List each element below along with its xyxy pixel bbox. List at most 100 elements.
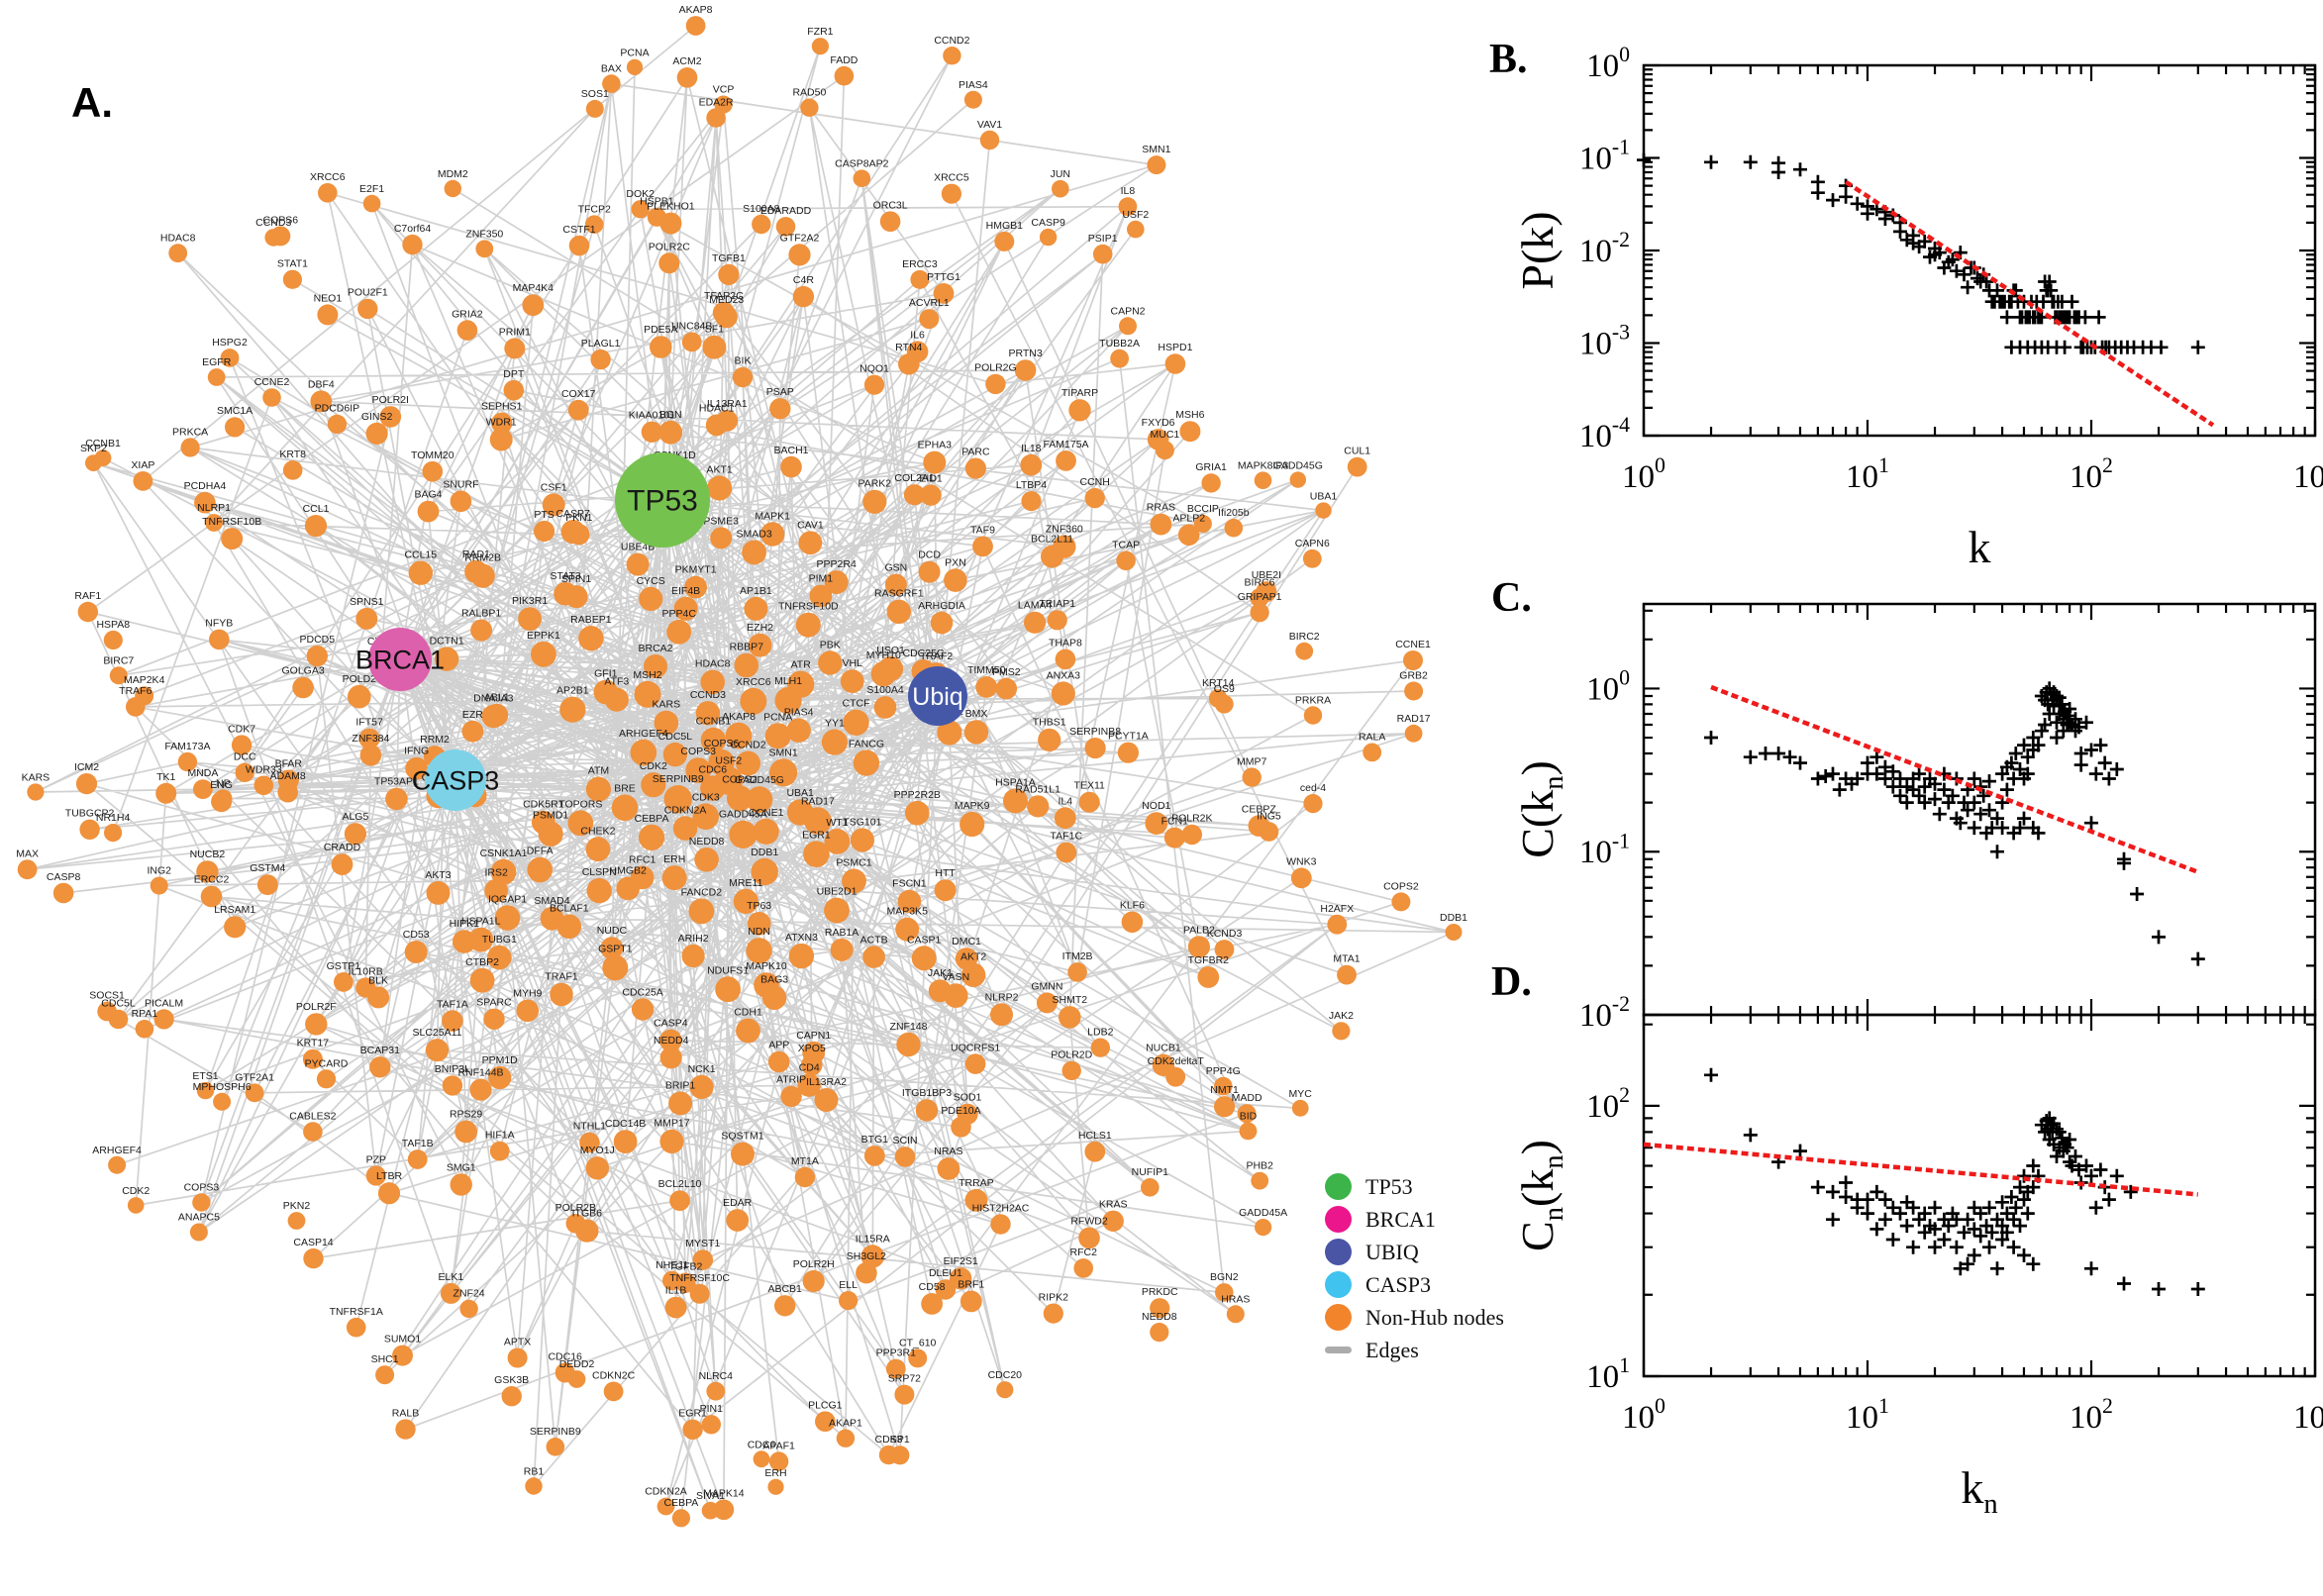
network-node-label: SQSTM1 bbox=[721, 1131, 763, 1143]
network-node bbox=[546, 1438, 565, 1456]
network-node-label: CTCF bbox=[843, 698, 870, 710]
network-node-label: SERPINB8 bbox=[1069, 726, 1121, 738]
network-node-label: TGFB1 bbox=[712, 252, 746, 264]
network-node bbox=[684, 575, 707, 599]
network-node-label: PLEKHO1 bbox=[647, 201, 695, 213]
network-node bbox=[631, 200, 650, 219]
network-node bbox=[453, 930, 476, 953]
network-node bbox=[103, 630, 123, 650]
network-node-label: BMX bbox=[965, 708, 988, 720]
network-node bbox=[774, 1295, 796, 1317]
network-node bbox=[985, 373, 1006, 395]
network-node-label: MT1A bbox=[791, 1155, 819, 1167]
network-node-label: HRAS bbox=[1221, 1293, 1250, 1305]
network-node-label: TAF9 bbox=[970, 525, 995, 537]
network-node bbox=[205, 514, 224, 532]
network-node bbox=[631, 998, 655, 1021]
network-node-label: ATF3 bbox=[604, 676, 629, 688]
network-node-label: STAT3 bbox=[551, 570, 581, 582]
network-node-label: CASP9 bbox=[1031, 217, 1065, 229]
network-node-label: ERH bbox=[663, 853, 685, 865]
network-node bbox=[919, 309, 940, 330]
network-node-label: GTF2A2 bbox=[780, 232, 820, 244]
network-node-label: SH3GL2 bbox=[847, 1250, 886, 1262]
network-node-label: BACH1 bbox=[773, 445, 808, 456]
network-node-label: HSPA8 bbox=[96, 619, 130, 631]
network-node-label: HSPB1 bbox=[640, 196, 674, 208]
network-node bbox=[795, 612, 821, 638]
network-node bbox=[626, 58, 644, 75]
network-node bbox=[692, 1249, 714, 1270]
network-node bbox=[489, 428, 513, 451]
network-node-label: ATR bbox=[791, 659, 812, 671]
network-node-label: KRT8 bbox=[279, 449, 306, 460]
scatter-points bbox=[1704, 1067, 2205, 1296]
network-node-label: POLR2H bbox=[793, 1258, 835, 1270]
network-node-label: PICALM bbox=[145, 997, 183, 1009]
network-node-label: SMN1 bbox=[1142, 144, 1170, 155]
network-node-label: PSMD1 bbox=[533, 810, 568, 822]
network-node-label: CAPN2 bbox=[1110, 305, 1145, 317]
network-node bbox=[565, 1214, 586, 1234]
network-node-label: PRKRA bbox=[1295, 694, 1331, 706]
network-node bbox=[894, 1147, 916, 1167]
network-node bbox=[1291, 1099, 1309, 1117]
network-node-label: BAX bbox=[601, 62, 622, 74]
network-node bbox=[706, 1381, 726, 1401]
network-node bbox=[1053, 535, 1076, 558]
network-node bbox=[673, 596, 698, 621]
network-node bbox=[885, 1358, 906, 1379]
network-node-label: E2F1 bbox=[359, 183, 384, 195]
network-node-label: TRAF2 bbox=[920, 650, 953, 662]
network-node-label: THBS1 bbox=[1033, 717, 1066, 729]
network-node-label: ENG bbox=[210, 779, 233, 791]
network-node bbox=[1043, 1303, 1063, 1324]
network-node bbox=[834, 65, 855, 86]
network-node-label: CLSPN bbox=[582, 866, 617, 878]
network-node-label: NEDD4 bbox=[654, 1035, 689, 1047]
network-node bbox=[650, 336, 672, 358]
network-node bbox=[734, 652, 759, 678]
network-node-label: IL6 bbox=[910, 329, 925, 341]
network-node-label: POLR2I bbox=[372, 394, 409, 406]
hub-label-ubiq: Ubiq bbox=[912, 683, 962, 711]
network-node bbox=[802, 1269, 825, 1293]
network-node-label: DNAJA3 bbox=[473, 693, 513, 705]
network-node bbox=[1337, 964, 1357, 985]
y-axis-title: P(k) bbox=[1512, 211, 1563, 289]
network-node bbox=[930, 611, 954, 635]
network-node-label: TP53AP1 bbox=[374, 776, 419, 788]
network-node-label: ITM2B bbox=[1062, 950, 1093, 962]
network-node-label: PIM1 bbox=[809, 573, 834, 585]
network-node bbox=[780, 1085, 802, 1108]
network-node-label: IL1B bbox=[665, 1285, 687, 1297]
network-node-label: MED23 bbox=[709, 294, 744, 306]
network-node bbox=[1024, 611, 1047, 634]
network-node bbox=[647, 207, 667, 227]
network-node bbox=[661, 865, 687, 891]
network-node-label: H2AFX bbox=[1320, 903, 1354, 915]
network-node-label: PDCD6IP bbox=[315, 403, 360, 415]
network-node-label: BAG3 bbox=[760, 974, 788, 986]
network-node-label: MAP2K4 bbox=[124, 674, 165, 686]
network-node-label: PDCD5 bbox=[300, 634, 336, 646]
network-node bbox=[1052, 179, 1069, 198]
legend-label: UBIQ bbox=[1365, 1239, 1419, 1264]
network-node-label: LTBR bbox=[376, 1170, 402, 1182]
legend-item-nonhub: Non-Hub nodes bbox=[1325, 1301, 1553, 1334]
network-node bbox=[682, 1419, 703, 1441]
network-node bbox=[702, 335, 727, 359]
network-node bbox=[1145, 812, 1168, 835]
network-node-label: SPARC bbox=[476, 997, 512, 1009]
network-node-label: AKAP1 bbox=[829, 1417, 862, 1429]
network-node bbox=[225, 417, 246, 438]
network-node-label: MLH1 bbox=[774, 675, 802, 687]
network-node-label: CUL1 bbox=[1344, 446, 1370, 457]
network-node-label: HCLS1 bbox=[1078, 1130, 1112, 1142]
tick-label: 101 bbox=[1846, 453, 1889, 495]
network-node-label: MADD bbox=[1232, 1092, 1262, 1104]
network-node bbox=[334, 972, 354, 992]
network-node bbox=[126, 697, 146, 717]
network-node-label: WT1 bbox=[826, 817, 848, 829]
